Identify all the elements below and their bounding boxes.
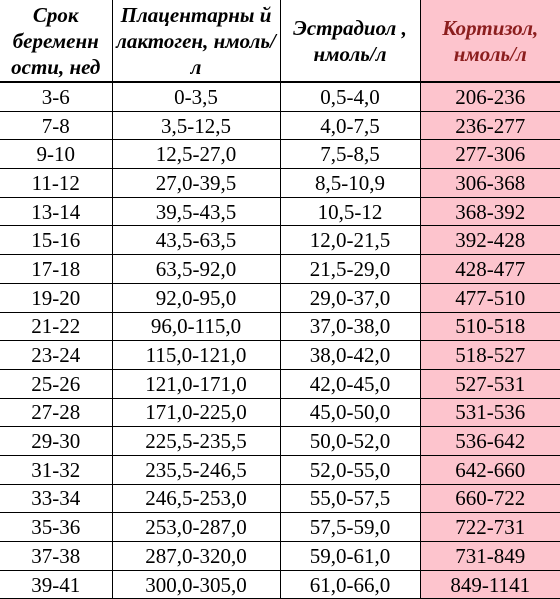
cell-cortisol: 731-849 [419, 541, 560, 571]
cell-gestation-week: 9-10 [0, 139, 113, 170]
cell-gestation-week: 7-8 [0, 111, 113, 141]
cell-placental-lactogen: 27,0-39,5 [111, 168, 281, 198]
table-row: 39-41 300,0-305,0 61,0-66,0 849-1141 [0, 570, 560, 599]
cell-cortisol: 306-368 [419, 168, 560, 198]
header-estradiol: Эстрадиол , нмоль/л [279, 0, 421, 83]
cell-gestation-week: 29-30 [0, 426, 113, 456]
cell-cortisol: 722-731 [419, 512, 560, 542]
cell-gestation-week: 15-16 [0, 225, 113, 256]
cell-cortisol: 531-536 [419, 398, 560, 428]
table-row: 35-36 253,0-287,0 57,5-59,0 722-731 [0, 512, 560, 542]
cell-gestation-week: 13-14 [0, 197, 113, 227]
table-body: 3-6 0-3,5 0,5-4,0 206-236 7-8 3,5-12,5 4,0-7,5… [0, 82, 560, 599]
header-gestation-week: Срок беременн ости, нед [0, 0, 113, 83]
table-row: 23-24 115,0-121,0 38,0-42,0 518-527 [0, 340, 560, 370]
cell-cortisol: 477-510 [419, 283, 560, 313]
cell-cortisol: 428-477 [419, 254, 560, 284]
cell-placental-lactogen: 3,5-12,5 [111, 111, 281, 141]
cell-placental-lactogen: 121,0-171,0 [111, 369, 281, 399]
cell-cortisol: 392-428 [419, 225, 560, 256]
header-cortisol: Кортизол, нмоль/л [419, 0, 560, 83]
cell-placental-lactogen: 63,5-92,0 [111, 254, 281, 284]
table-row: 13-14 39,5-43,5 10,5-12 368-392 [0, 197, 560, 227]
cell-estradiol: 8,5-10,9 [279, 168, 421, 198]
cell-estradiol: 4,0-7,5 [279, 111, 421, 141]
cell-gestation-week: 21-22 [0, 312, 113, 342]
cell-gestation-week: 19-20 [0, 283, 113, 313]
cell-placental-lactogen: 115,0-121,0 [111, 340, 281, 370]
cell-placental-lactogen: 12,5-27,0 [111, 139, 281, 170]
cell-placental-lactogen: 171,0-225,0 [111, 398, 281, 428]
cell-estradiol: 10,5-12 [279, 197, 421, 227]
cell-cortisol: 206-236 [419, 82, 560, 112]
cell-gestation-week: 27-28 [0, 398, 113, 428]
cell-gestation-week: 11-12 [0, 168, 113, 198]
cell-cortisol: 527-531 [419, 369, 560, 399]
cell-placental-lactogen: 96,0-115,0 [111, 312, 281, 342]
table-row: 29-30 225,5-235,5 50,0-52,0 536-642 [0, 426, 560, 456]
cell-estradiol: 42,0-45,0 [279, 369, 421, 399]
table-row: 37-38 287,0-320,0 59,0-61,0 731-849 [0, 541, 560, 571]
cell-estradiol: 21,5-29,0 [279, 254, 421, 284]
cell-estradiol: 55,0-57,5 [279, 484, 421, 514]
cell-gestation-week: 39-41 [0, 570, 113, 599]
cell-gestation-week: 25-26 [0, 369, 113, 399]
cell-gestation-week: 35-36 [0, 512, 113, 542]
cell-placental-lactogen: 92,0-95,0 [111, 283, 281, 313]
table-row: 25-26 121,0-171,0 42,0-45,0 527-531 [0, 369, 560, 399]
table-row: 33-34 246,5-253,0 55,0-57,5 660-722 [0, 484, 560, 514]
cell-placental-lactogen: 39,5-43,5 [111, 197, 281, 227]
cell-placental-lactogen: 0-3,5 [111, 82, 281, 112]
cell-estradiol: 37,0-38,0 [279, 312, 421, 342]
table-header: Срок беременн ости, нед Плацентарны й ла… [0, 0, 560, 83]
cell-estradiol: 29,0-37,0 [279, 283, 421, 313]
table-row: 27-28 171,0-225,0 45,0-50,0 531-536 [0, 398, 560, 428]
cell-gestation-week: 17-18 [0, 254, 113, 284]
cell-estradiol: 12,0-21,5 [279, 225, 421, 256]
cell-placental-lactogen: 246,5-253,0 [111, 484, 281, 514]
cell-cortisol: 236-277 [419, 111, 560, 141]
cell-gestation-week: 23-24 [0, 340, 113, 370]
cell-estradiol: 45,0-50,0 [279, 398, 421, 428]
cell-cortisol: 642-660 [419, 455, 560, 485]
cell-placental-lactogen: 300,0-305,0 [111, 570, 281, 599]
cell-estradiol: 52,0-55,0 [279, 455, 421, 485]
cell-gestation-week: 37-38 [0, 541, 113, 571]
cell-estradiol: 7,5-8,5 [279, 139, 421, 170]
cell-gestation-week: 33-34 [0, 484, 113, 514]
cell-estradiol: 38,0-42,0 [279, 340, 421, 370]
cell-placental-lactogen: 287,0-320,0 [111, 541, 281, 571]
cell-placental-lactogen: 225,5-235,5 [111, 426, 281, 456]
cell-estradiol: 61,0-66,0 [279, 570, 421, 599]
cell-estradiol: 59,0-61,0 [279, 541, 421, 571]
cell-cortisol: 536-642 [419, 426, 560, 456]
header-placental-lactogen: Плацентарны й лактоген, нмоль/л [111, 0, 281, 83]
table-row: 9-10 12,5-27,0 7,5-8,5 277-306 [0, 139, 560, 170]
cell-estradiol: 57,5-59,0 [279, 512, 421, 542]
table-row: 31-32 235,5-246,5 52,0-55,0 642-660 [0, 455, 560, 485]
cell-cortisol: 277-306 [419, 139, 560, 170]
header-row: Срок беременн ости, нед Плацентарны й ла… [0, 0, 560, 83]
cell-cortisol: 518-527 [419, 340, 560, 370]
table-row: 7-8 3,5-12,5 4,0-7,5 236-277 [0, 111, 560, 141]
cell-cortisol: 510-518 [419, 312, 560, 342]
cell-cortisol: 368-392 [419, 197, 560, 227]
table-row: 19-20 92,0-95,0 29,0-37,0 477-510 [0, 283, 560, 313]
table-row: 3-6 0-3,5 0,5-4,0 206-236 [0, 82, 560, 112]
cell-cortisol: 849-1141 [419, 570, 560, 599]
table-row: 17-18 63,5-92,0 21,5-29,0 428-477 [0, 254, 560, 284]
cell-cortisol: 660-722 [419, 484, 560, 514]
table-row: 11-12 27,0-39,5 8,5-10,9 306-368 [0, 168, 560, 198]
cell-estradiol: 0,5-4,0 [279, 82, 421, 112]
table-row: 21-22 96,0-115,0 37,0-38,0 510-518 [0, 312, 560, 342]
cell-estradiol: 50,0-52,0 [279, 426, 421, 456]
cell-gestation-week: 3-6 [0, 82, 113, 112]
cell-placental-lactogen: 235,5-246,5 [111, 455, 281, 485]
table-row: 15-16 43,5-63,5 12,0-21,5 392-428 [0, 225, 560, 256]
cell-placental-lactogen: 253,0-287,0 [111, 512, 281, 542]
cell-gestation-week: 31-32 [0, 455, 113, 485]
cell-placental-lactogen: 43,5-63,5 [111, 225, 281, 256]
